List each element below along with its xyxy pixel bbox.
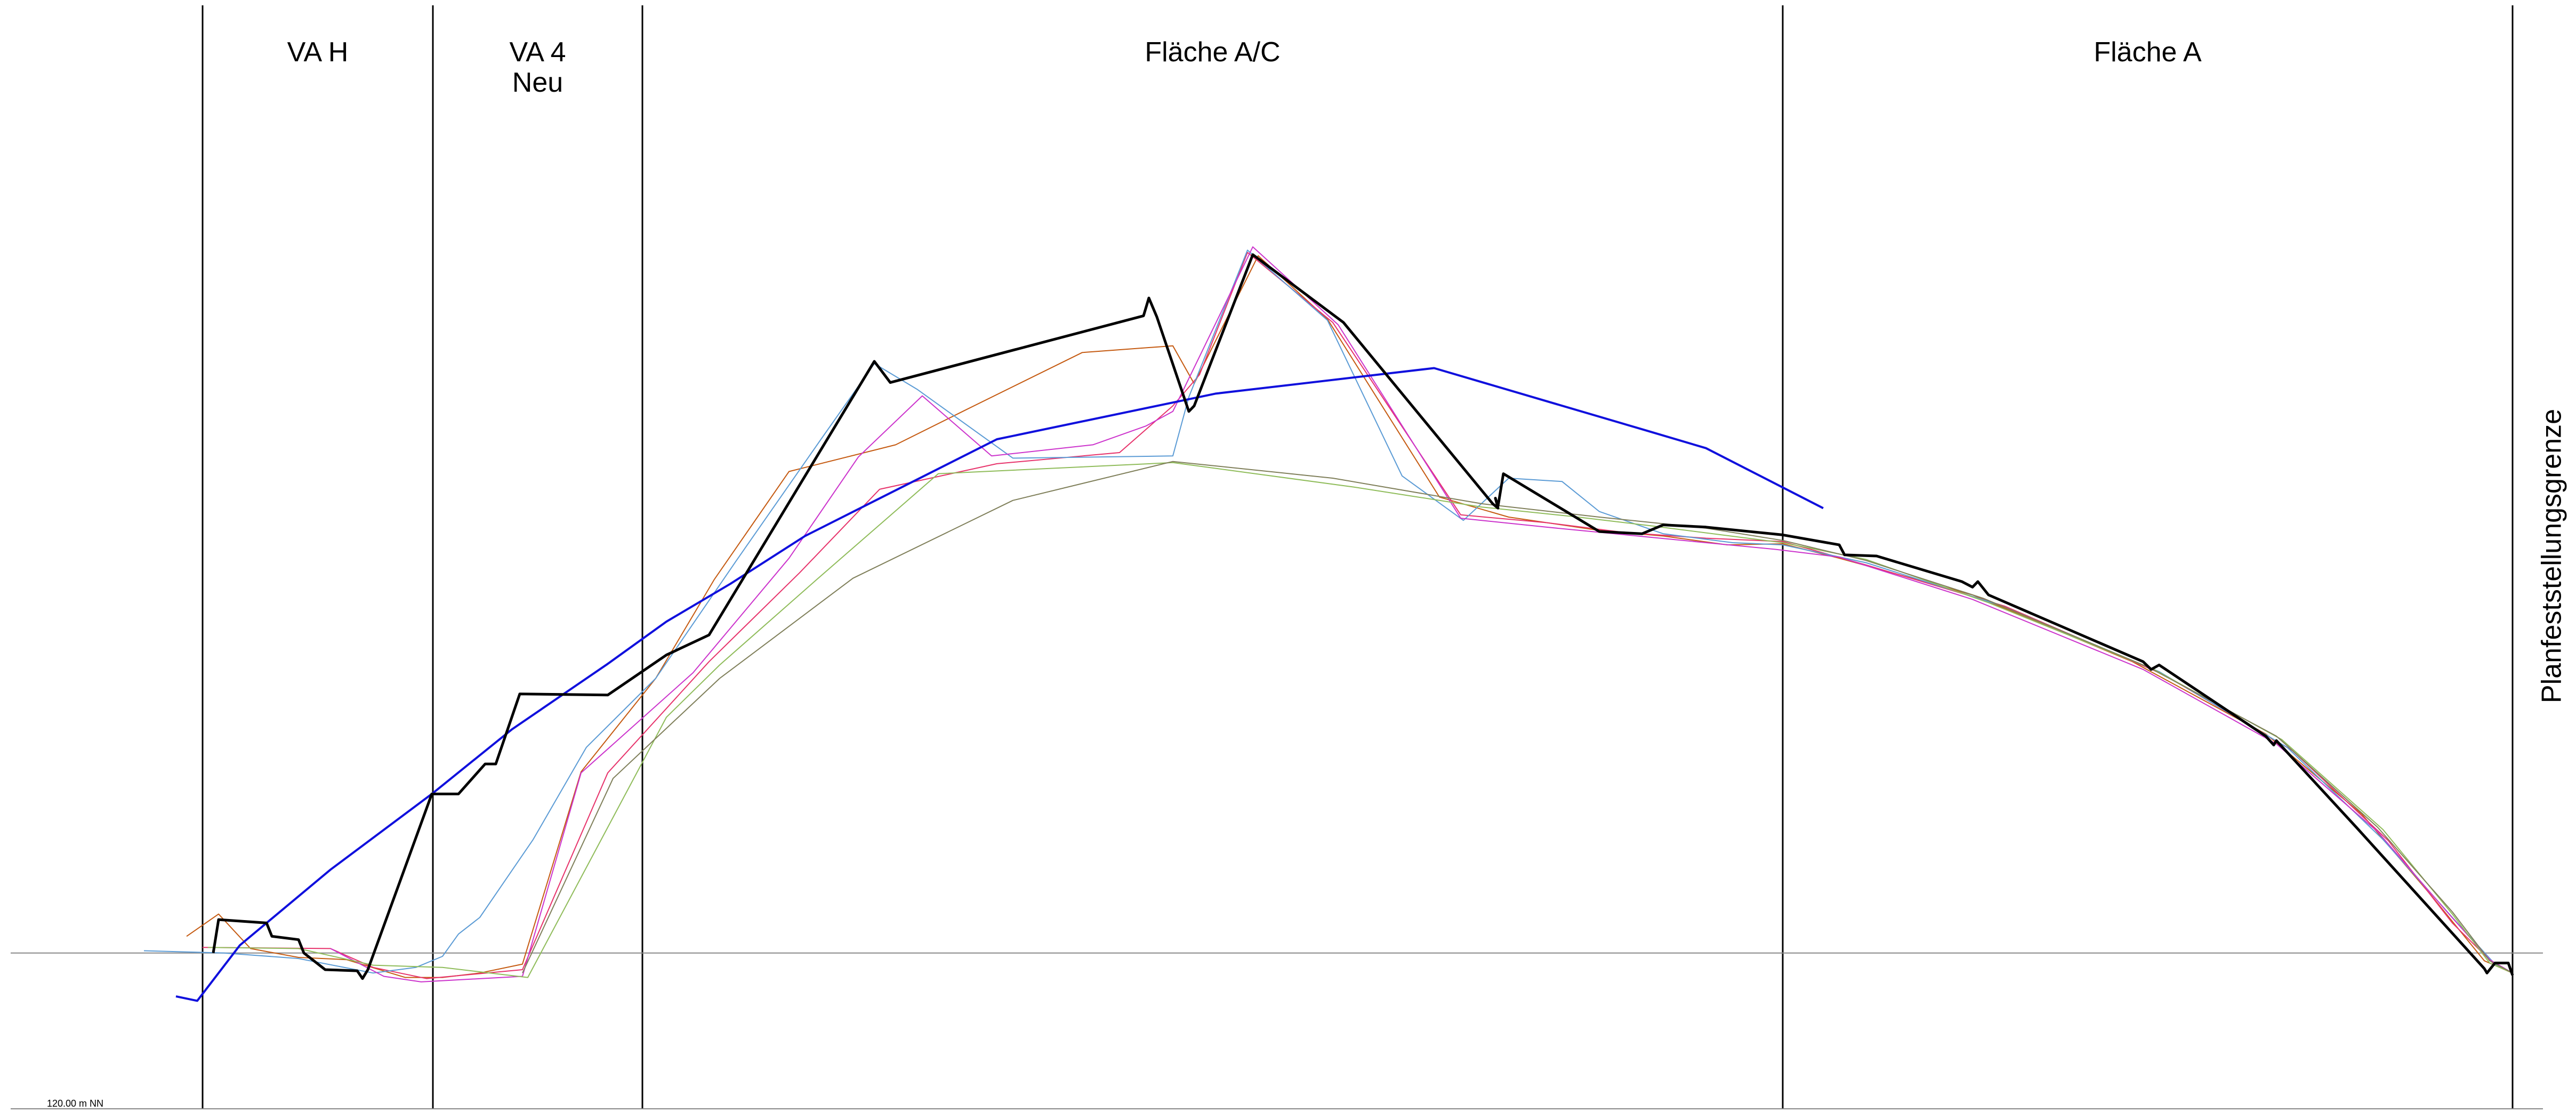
series-line-4	[207, 462, 2513, 978]
zone-label-2-0: Fläche A/C	[1145, 37, 1280, 68]
zone-label-1-1: Neu	[512, 67, 563, 98]
series-line-2	[143, 249, 2513, 974]
boundary-lines	[202, 5, 2514, 1109]
series-line-7	[212, 253, 2514, 980]
zone-label-1-0: VA 4	[509, 37, 566, 68]
series-line-3	[330, 246, 2513, 982]
series-line-0	[186, 255, 2513, 978]
side-label: Planfeststellungsgrenze	[2537, 409, 2567, 703]
axis-label: 120.00 m NN	[47, 1098, 103, 1109]
zone-label-0-0: VA H	[287, 37, 349, 68]
zone-label-3-0: Fläche A	[2094, 37, 2202, 68]
series-line-6	[175, 367, 1824, 1002]
series-line-5	[522, 461, 2513, 974]
series-line-1	[202, 252, 2513, 979]
series-lines	[143, 246, 2514, 1002]
